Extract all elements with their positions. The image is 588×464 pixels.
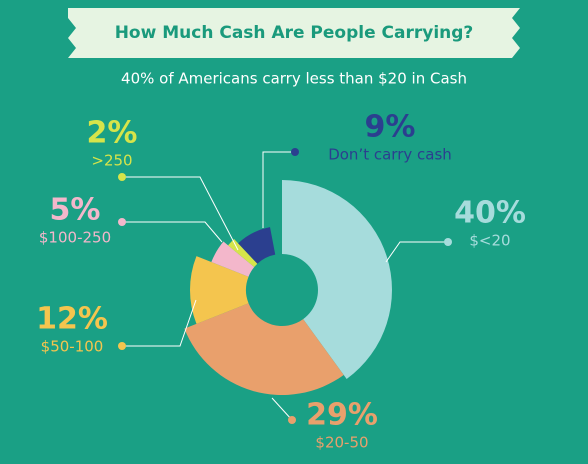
- category-label: $20-50: [315, 434, 368, 452]
- leader-dot: [288, 416, 296, 424]
- donut-segment: [189, 256, 249, 324]
- value-label: 2%: [87, 116, 138, 151]
- category-label: $50-100: [41, 338, 104, 356]
- category-label: $<20: [469, 232, 510, 250]
- chart-subtitle: 40% of Americans carry less than $20 in …: [121, 70, 467, 88]
- value-label: 9%: [365, 110, 416, 145]
- category-label: Don’t carry cash: [328, 146, 452, 164]
- value-label: 40%: [454, 196, 526, 231]
- leader-line: [385, 241, 448, 263]
- donut-segment: [238, 227, 276, 264]
- value-label: 29%: [306, 398, 378, 433]
- category-label: $100-250: [39, 229, 111, 247]
- category-label: >250: [91, 152, 132, 170]
- title-banner: [68, 8, 520, 58]
- leader-line: [122, 221, 223, 243]
- donut-segment: [184, 303, 344, 395]
- leader-dot: [118, 173, 126, 181]
- leader-line: [271, 397, 293, 421]
- donut-segment: [282, 180, 392, 379]
- leader-line: [262, 151, 295, 228]
- leader-line: [122, 176, 239, 251]
- leader-dot: [291, 148, 299, 156]
- leader-dot: [444, 238, 452, 246]
- donut-segment: [211, 241, 255, 277]
- leader-dot: [118, 218, 126, 226]
- leader-dot: [118, 342, 126, 350]
- chart-title: How Much Cash Are People Carrying?: [115, 23, 474, 43]
- value-label: 12%: [36, 302, 108, 337]
- value-label: 5%: [50, 193, 101, 228]
- leader-line: [122, 299, 197, 347]
